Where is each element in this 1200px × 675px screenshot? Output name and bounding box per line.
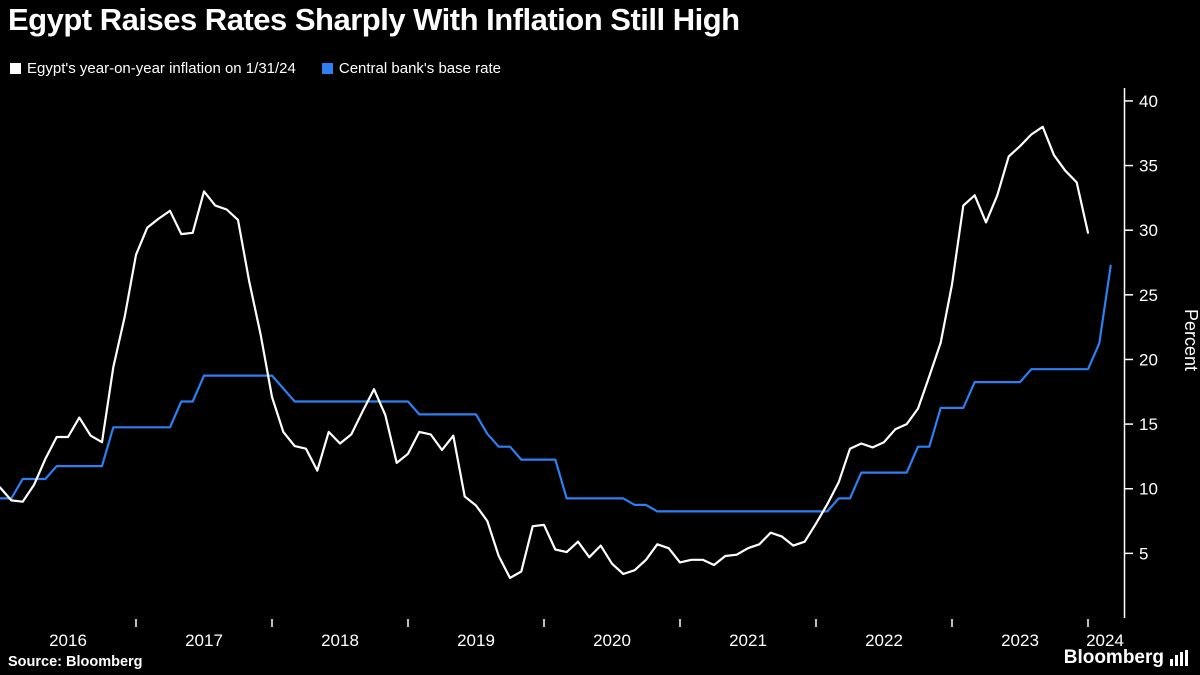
x-tick-label: 2017 [185, 631, 223, 650]
y-tick-label: 30 [1139, 221, 1158, 240]
inflation-legend-swatch-icon [10, 63, 21, 74]
legend-item-inflation: Egypt's year-on-year inflation on 1/31/2… [10, 60, 296, 77]
bloomberg-logo: Bloomberg [1064, 647, 1188, 669]
y-tick-label: 5 [1139, 544, 1148, 563]
legend-item-base-rate: Central bank's base rate [321, 60, 501, 77]
y-tick-label: 20 [1139, 350, 1158, 369]
y-tick-label: 10 [1139, 480, 1158, 499]
x-tick-label: 2018 [321, 631, 359, 650]
x-tick-label: 2022 [865, 631, 903, 650]
y-tick-label: 40 [1139, 92, 1158, 111]
x-tick-label: 2020 [593, 631, 631, 650]
x-tick-label: 2016 [49, 631, 87, 650]
source-label: Source: Bloomberg [8, 654, 143, 670]
y-tick-label: 15 [1139, 415, 1158, 434]
series-line-base-rate [0, 264, 1112, 513]
series-line-inflation [0, 125, 1090, 580]
y-tick-label: 35 [1139, 157, 1158, 176]
legend-item-inflation-label: Egypt's year-on-year inflation on 1/31/2… [27, 60, 296, 77]
chart-title: Egypt Raises Rates Sharply With Inflatio… [8, 2, 740, 37]
x-tick-label: 2023 [1001, 631, 1039, 650]
bloomberg-bars-icon [1170, 650, 1188, 666]
y-axis-title: Percent [1181, 309, 1200, 371]
x-tick-label: 2019 [457, 631, 495, 650]
bloomberg-logo-text: Bloomberg [1063, 647, 1164, 668]
legend-item-base-rate-label: Central bank's base rate [338, 60, 501, 77]
x-tick-label: 2024 [1086, 631, 1124, 650]
x-tick-label: 2021 [729, 631, 767, 650]
chart-legend: Egypt's year-on-year inflation on 1/31/2… [10, 60, 501, 77]
y-tick-label: 25 [1139, 286, 1158, 305]
base-rate-legend-swatch-icon [321, 63, 333, 74]
